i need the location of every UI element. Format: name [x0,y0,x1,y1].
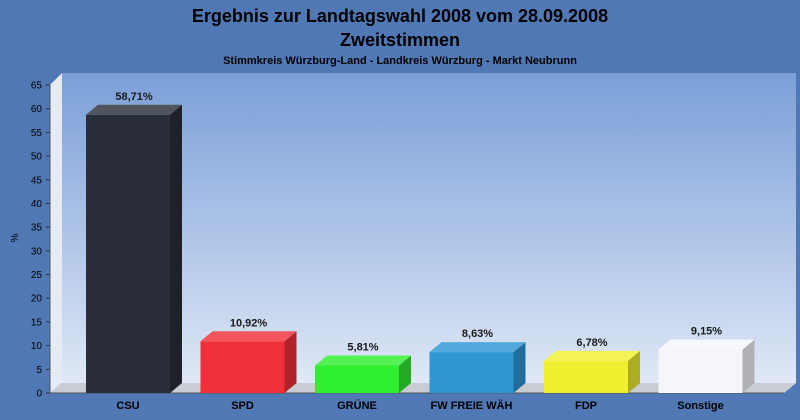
bar-top [429,342,526,353]
bar [658,339,755,393]
bar-side [399,355,411,393]
y-tick-label: 25 [31,270,43,281]
y-tick-label: 5 [36,365,42,376]
bar [86,104,182,393]
y-tick-label: 10 [31,341,43,352]
bar-front [658,349,743,393]
y-axis-ticks: 0 5 10 15 20 25 30 35 40 45 50 55 60 65 [31,81,50,400]
bar-front [86,114,170,393]
data-label: 6,78% [576,337,607,349]
x-tick-label: SPD [231,400,254,412]
bar [315,355,411,393]
y-tick-label: 45 [31,175,43,186]
chart-title-line2: Zweitstimmen [340,30,460,50]
x-tick-label: FDP [575,400,597,412]
y-tick-label: 60 [31,104,43,115]
y-tick-label: 40 [31,199,43,210]
bar-side [628,350,640,393]
data-label: 10,92% [230,317,268,329]
bar [429,342,526,393]
bar-side [513,342,526,393]
chart-subtitle: Stimmkreis Würzburg-Land - Landkreis Wür… [223,55,577,67]
data-label: 5,81% [347,341,378,353]
bars: 58,71% CSU 10,92% SPD 5,81% GRÜNE 8,63% FW FREI… [86,91,755,412]
bar-top [544,350,640,361]
y-tick-label: 50 [31,152,43,163]
y-tick-label: 20 [31,294,43,305]
bar-front [200,341,285,393]
bar-front [544,360,628,393]
y-tick-label: 35 [31,223,43,234]
bar [544,350,640,393]
plot-left-wall [50,73,62,393]
x-tick-label: GRÜNE [337,399,377,412]
y-tick-label: 30 [31,246,43,257]
bar-side [170,104,182,393]
y-tick-label: 65 [31,81,43,92]
x-tick-label: CSU [116,400,139,412]
bar [200,331,297,393]
chart-title: Ergebnis zur Landtagswahl 2008 vom 28.09… [192,6,608,26]
y-tick-label: 0 [36,389,42,400]
data-label: 58,71% [115,91,153,103]
bar-top [315,355,411,366]
y-tick-label: 55 [31,128,43,139]
bar-front [315,365,399,393]
x-tick-label: FW FREIE WÄH [431,399,513,412]
bar-top [200,331,297,342]
bar-front [429,352,514,393]
bar-top [86,104,182,115]
data-label: 8,63% [462,328,493,340]
y-axis-label: % [10,233,21,242]
bar-top [658,339,755,350]
y-tick-label: 15 [31,317,43,328]
bar-side [284,331,297,393]
data-label: 9,15% [691,326,722,338]
bar-side [742,339,755,393]
x-tick-label: Sonstige [677,400,723,412]
plot-back-wall [62,73,796,383]
